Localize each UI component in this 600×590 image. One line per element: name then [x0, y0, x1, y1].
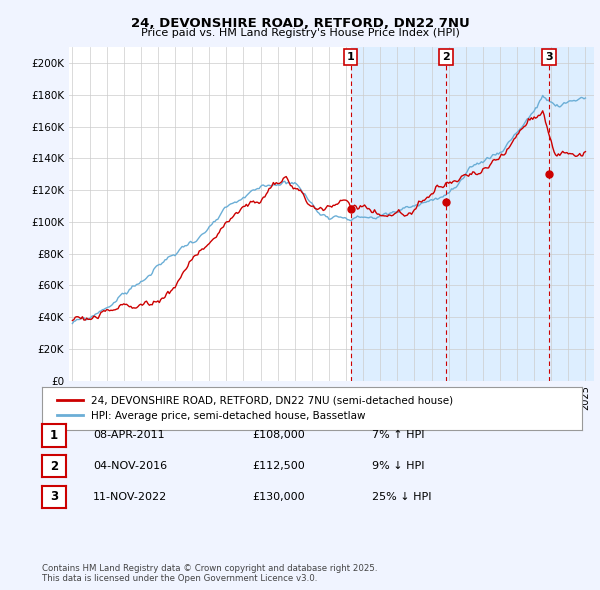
- Text: 2: 2: [50, 460, 58, 473]
- Text: £112,500: £112,500: [252, 461, 305, 471]
- Text: Price paid vs. HM Land Registry's House Price Index (HPI): Price paid vs. HM Land Registry's House …: [140, 28, 460, 38]
- Text: 3: 3: [545, 52, 553, 62]
- Text: 1: 1: [347, 52, 355, 62]
- Text: 08-APR-2011: 08-APR-2011: [93, 431, 164, 440]
- Text: 24, DEVONSHIRE ROAD, RETFORD, DN22 7NU: 24, DEVONSHIRE ROAD, RETFORD, DN22 7NU: [131, 17, 469, 30]
- Text: 1: 1: [50, 429, 58, 442]
- Text: £108,000: £108,000: [252, 431, 305, 440]
- Text: 04-NOV-2016: 04-NOV-2016: [93, 461, 167, 471]
- Text: 25% ↓ HPI: 25% ↓ HPI: [372, 492, 431, 502]
- Text: 7% ↑ HPI: 7% ↑ HPI: [372, 431, 425, 440]
- Bar: [350, 47, 594, 381]
- Text: 11-NOV-2022: 11-NOV-2022: [93, 492, 167, 502]
- Text: £130,000: £130,000: [252, 492, 305, 502]
- Text: 3: 3: [50, 490, 58, 503]
- Text: 9% ↓ HPI: 9% ↓ HPI: [372, 461, 425, 471]
- Legend: 24, DEVONSHIRE ROAD, RETFORD, DN22 7NU (semi-detached house), HPI: Average price: 24, DEVONSHIRE ROAD, RETFORD, DN22 7NU (…: [53, 392, 457, 425]
- Text: Contains HM Land Registry data © Crown copyright and database right 2025.
This d: Contains HM Land Registry data © Crown c…: [42, 563, 377, 583]
- Text: 2: 2: [442, 52, 450, 62]
